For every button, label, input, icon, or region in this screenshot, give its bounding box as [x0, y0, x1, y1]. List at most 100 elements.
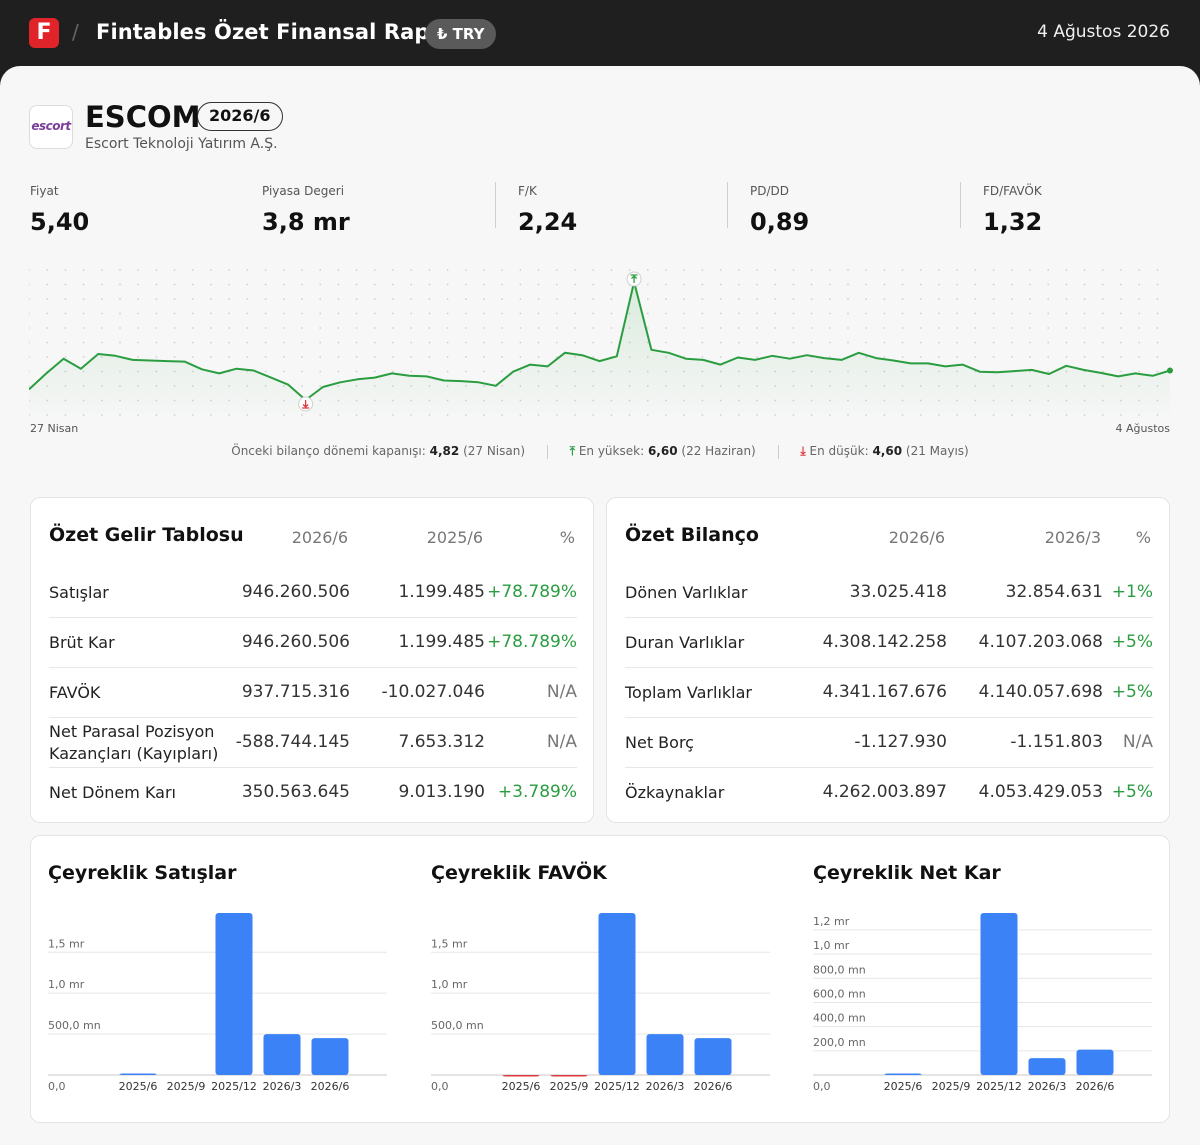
- grid-dot: [555, 341, 558, 344]
- grid-dot: [282, 312, 285, 315]
- metric-value: 0,89: [750, 208, 810, 236]
- quarterly-net-profit-chart[interactable]: 0,0 200,0 mn 400,0 mn 600,0 mn 800,0 mn 1,0 m…: [807, 895, 1152, 1100]
- bar[interactable]: [1076, 1049, 1114, 1075]
- y-tick-label: 1,5 mr: [48, 937, 85, 950]
- income-row-previous: 7.653.312: [398, 732, 485, 752]
- metric-label: PD/DD: [750, 184, 789, 198]
- grid-dot: [428, 312, 431, 315]
- grid-dot: [919, 356, 922, 358]
- grid-dot: [64, 269, 67, 271]
- grid-dot: [847, 414, 849, 416]
- grid-dot: [355, 327, 358, 329]
- grid-dot: [64, 414, 67, 416]
- bar[interactable]: [215, 913, 253, 1075]
- grid-dot: [337, 414, 340, 416]
- currency-badge[interactable]: ₺ TRY: [425, 19, 497, 49]
- grid-dot: [1101, 414, 1104, 416]
- grid-dot: [264, 312, 267, 315]
- grid-dot: [1101, 312, 1104, 315]
- grid-dot: [155, 312, 158, 315]
- bar[interactable]: [694, 1038, 732, 1075]
- grid-dot: [29, 312, 30, 315]
- metric-value: 3,8 mr: [262, 208, 350, 236]
- metric-value: 2,24: [518, 208, 578, 236]
- grid-dot: [410, 327, 413, 329]
- grid-dot: [29, 283, 30, 286]
- grid-dot: [1101, 298, 1104, 300]
- grid-dot: [938, 414, 940, 416]
- grid-dot: [792, 327, 795, 329]
- grid-dot: [446, 414, 449, 416]
- grid-dot: [810, 327, 813, 329]
- grid-dot: [337, 283, 340, 286]
- grid-dot: [483, 269, 485, 271]
- grid-dot: [64, 312, 67, 315]
- bar[interactable]: [884, 1073, 922, 1076]
- grid-dot: [464, 269, 467, 271]
- bar[interactable]: [598, 913, 636, 1075]
- grid-dot: [428, 298, 431, 300]
- grid-dot: [464, 283, 467, 286]
- grid-dot: [501, 356, 504, 358]
- grid-dot: [883, 269, 886, 271]
- grid-dot: [519, 414, 522, 416]
- grid-dot: [1047, 341, 1050, 344]
- grid-dot: [64, 298, 67, 300]
- grid-dot: [574, 269, 576, 271]
- fintables-logo[interactable]: F: [29, 18, 59, 48]
- balance-title: Özet Bilanço: [625, 524, 759, 546]
- grid-dot: [301, 298, 303, 300]
- quarterly-sales-chart[interactable]: 0,0 500,0 mn 1,0 mr 1,5 mr 2025/6 2025/9 2025/…: [42, 895, 387, 1100]
- grid-dot: [992, 327, 995, 329]
- bar[interactable]: [550, 1075, 588, 1077]
- balance-row-current: 33.025.418: [849, 582, 947, 602]
- grid-dot: [701, 327, 704, 329]
- grid-dot: [119, 298, 121, 300]
- bar[interactable]: [1028, 1058, 1066, 1075]
- grid-dot: [646, 414, 649, 416]
- grid-dot: [574, 327, 576, 329]
- quarterly-ebitda-chart[interactable]: 0,0 500,0 mn 1,0 mr 1,5 mr 2025/6 2025/9 2025/…: [425, 895, 770, 1100]
- grid-dot: [646, 269, 649, 271]
- bar[interactable]: [311, 1038, 349, 1075]
- income-col-pct: %: [559, 528, 575, 547]
- grid-dot: [555, 298, 558, 300]
- price-chart[interactable]: [29, 262, 1174, 422]
- income-statement-card: Özet Gelir Tablosu 2026/6 2025/6 % Satış…: [30, 497, 594, 823]
- y-tick-label: 600,0 mn: [813, 987, 866, 1000]
- bar[interactable]: [263, 1034, 301, 1075]
- grid-dot: [501, 269, 504, 271]
- grid-dot: [464, 341, 467, 344]
- grid-dot: [537, 269, 540, 271]
- stats-divider: [777, 444, 779, 459]
- y-tick-label: 1,0 mr: [48, 978, 85, 991]
- y-tick-label: 1,0 mr: [431, 978, 468, 991]
- y-tick-label: 0,0: [431, 1080, 449, 1093]
- bar[interactable]: [502, 1075, 540, 1077]
- bar[interactable]: [646, 1034, 684, 1075]
- grid-dot: [410, 283, 413, 286]
- grid-dot: [683, 283, 686, 286]
- grid-dot: [719, 312, 722, 315]
- prev-close-date: (27 Nisan): [463, 444, 526, 458]
- bar[interactable]: [119, 1073, 157, 1076]
- grid-dot: [100, 269, 103, 271]
- grid-dot: [956, 312, 959, 315]
- grid-dot: [246, 283, 249, 286]
- grid-dot: [301, 341, 303, 344]
- high-marker-icon: [626, 271, 642, 287]
- grid-dot: [319, 341, 322, 344]
- balance-row-previous: 32.854.631: [1005, 582, 1103, 602]
- grid-dot: [774, 414, 777, 416]
- grid-dot: [410, 356, 413, 358]
- grid-dot: [756, 341, 758, 344]
- grid-dot: [919, 298, 922, 300]
- grid-dot: [737, 298, 740, 300]
- grid-dot: [46, 414, 49, 416]
- grid-dot: [46, 327, 49, 329]
- metric-divider: [727, 182, 728, 228]
- bar[interactable]: [980, 913, 1018, 1075]
- x-tick-label: 2025/12: [211, 1080, 257, 1093]
- grid-dot: [501, 370, 504, 373]
- grid-dot: [319, 356, 322, 358]
